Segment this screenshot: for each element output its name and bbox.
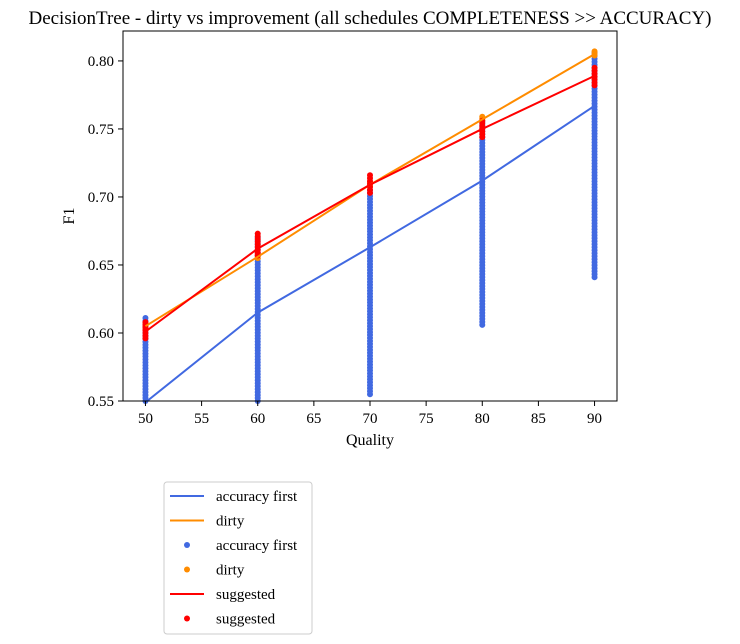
y-axis-label: F1 (61, 208, 78, 225)
legend-label: accuracy first (216, 538, 298, 554)
legend-point-swatch (184, 542, 190, 548)
axes: 50 55 60 65 70 75 80 85 90 0.55 0.60 0.65 0.70 0.75 0.… (88, 54, 602, 427)
x-tick-label: 80 (475, 411, 490, 427)
data-marks (142, 48, 598, 404)
x-tick-label: 90 (587, 411, 602, 427)
scatter-point (254, 230, 261, 237)
y-tick-label: 0.65 (88, 258, 114, 274)
legend-label: dirty (216, 514, 245, 530)
x-tick-label: 65 (306, 411, 321, 427)
series-line (144, 104, 596, 404)
x-tick-label: 50 (138, 411, 153, 427)
x-tick-label: 75 (419, 411, 434, 427)
x-tick-label: 70 (363, 411, 378, 427)
y-tick-label: 0.75 (88, 122, 114, 138)
x-axis-label: Quality (346, 432, 394, 449)
y-tick-label: 0.60 (88, 326, 114, 342)
legend-point-swatch (184, 566, 190, 573)
x-tick-label: 60 (250, 411, 265, 427)
x-tick-label: 85 (531, 411, 546, 427)
y-tick-label: 0.80 (88, 54, 114, 70)
legend-label: dirty (216, 563, 245, 579)
legend-label: accuracy first (216, 489, 298, 505)
y-tick-label: 0.70 (88, 190, 114, 206)
chart-title: DecisionTree - dirty vs improvement (all… (28, 8, 711, 29)
legend-label: suggested (216, 587, 276, 603)
scatter-point (142, 319, 149, 326)
series-line (144, 74, 595, 333)
plot-frame (122, 30, 618, 402)
legend-point-swatch (184, 615, 190, 622)
legend-label: suggested (216, 612, 276, 628)
legend: accuracy first dirty accuracy first dirty su… (163, 481, 313, 635)
scatter-point (591, 64, 598, 71)
scatter-point (367, 172, 373, 179)
y-tick-label: 0.55 (88, 394, 114, 410)
scatter-point (591, 48, 598, 55)
x-tick-label: 55 (194, 411, 209, 427)
